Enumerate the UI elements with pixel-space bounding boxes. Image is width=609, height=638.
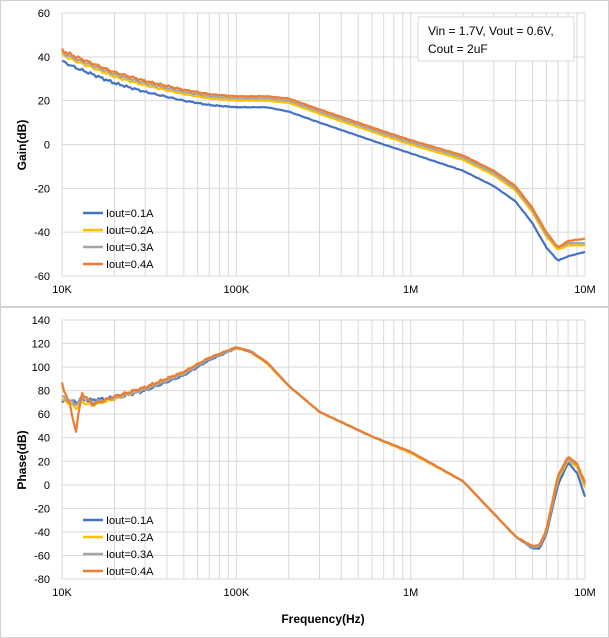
legend-label: Iout=0.4A xyxy=(106,259,154,271)
phase-grid xyxy=(61,319,586,580)
gain-y-ticks: 60 40 20 0 -20 -40 -60 xyxy=(34,8,50,283)
series-line-Iout=0.3A xyxy=(61,51,586,249)
y-tick-label: -20 xyxy=(34,183,50,195)
y-tick-label: 40 xyxy=(38,433,50,445)
phase-x-axis-title: Frequency(Hz) xyxy=(281,612,364,626)
gain-y-axis-title: Gain(dB) xyxy=(15,120,29,171)
y-tick-label: 20 xyxy=(38,96,50,108)
phase-chart: 140 120 100 80 60 40 20 0 -20 -40 -60 -80 10K 100K 1M… xyxy=(0,307,609,638)
x-tick-label: 100K xyxy=(223,587,249,599)
y-tick-label: -40 xyxy=(34,527,50,539)
y-tick-label: 100 xyxy=(32,362,50,374)
legend-label: Iout=0.1A xyxy=(106,208,154,220)
x-tick-label: 10M xyxy=(574,284,595,296)
y-tick-label: 20 xyxy=(38,456,50,468)
annotation-line-2: Cout = 2uF xyxy=(428,42,488,56)
phase-series xyxy=(60,346,587,550)
y-tick-label: 60 xyxy=(38,8,50,20)
x-tick-label: 10M xyxy=(574,587,595,599)
x-tick-label: 1M xyxy=(403,284,418,296)
legend-label: Iout=0.2A xyxy=(106,532,154,544)
legend-label: Iout=0.4A xyxy=(106,566,154,578)
legend-label: Iout=0.1A xyxy=(106,515,154,527)
gain-x-ticks: 10K 100K 1M 10M xyxy=(52,284,595,296)
y-tick-label: -20 xyxy=(34,503,50,515)
series-line-Iout=0.4A xyxy=(60,346,587,548)
legend-label: Iout=0.3A xyxy=(106,242,154,254)
gain-chart: 60 40 20 0 -20 -40 -60 10K 100K 1M 10M Gain(dB) V… xyxy=(0,0,609,307)
x-tick-label: 10K xyxy=(52,284,72,296)
series-line-Iout=0.1A xyxy=(61,60,586,262)
x-tick-label: 10K xyxy=(52,587,72,599)
y-tick-label: 0 xyxy=(44,140,50,152)
y-tick-label: 120 xyxy=(32,339,50,351)
y-tick-label: -60 xyxy=(34,550,50,562)
legend-label: Iout=0.2A xyxy=(106,225,154,237)
y-tick-label: -40 xyxy=(34,227,50,239)
legend-label: Iout=0.3A xyxy=(106,549,154,561)
gain-legend: Iout=0.1A Iout=0.2A Iout=0.3A Iout=0.4A xyxy=(83,208,154,271)
y-tick-label: 60 xyxy=(38,409,50,421)
y-tick-label: 140 xyxy=(32,315,50,327)
phase-x-ticks: 10K 100K 1M 10M xyxy=(52,587,595,599)
annotation-line-1: Vin = 1.7V, Vout = 0.6V, xyxy=(428,24,554,38)
series-line-Iout=0.2A xyxy=(61,52,586,251)
phase-y-axis-title: Phase(dB) xyxy=(15,430,29,489)
x-tick-label: 1M xyxy=(403,587,418,599)
y-tick-label: 0 xyxy=(44,480,50,492)
y-tick-label: 80 xyxy=(38,386,50,398)
x-tick-label: 100K xyxy=(223,284,249,296)
series-line-Iout=0.4A xyxy=(61,48,586,248)
phase-legend: Iout=0.1A Iout=0.2A Iout=0.3A Iout=0.4A xyxy=(83,515,154,578)
y-tick-label: -80 xyxy=(34,574,50,586)
phase-chart-border xyxy=(0,307,609,638)
annotation-box xyxy=(417,16,575,62)
phase-y-ticks: 140 120 100 80 60 40 20 0 -20 -40 -60 -80 xyxy=(32,315,50,586)
y-tick-label: 40 xyxy=(38,52,50,64)
y-tick-label: -60 xyxy=(34,271,50,283)
gain-series xyxy=(61,48,586,262)
